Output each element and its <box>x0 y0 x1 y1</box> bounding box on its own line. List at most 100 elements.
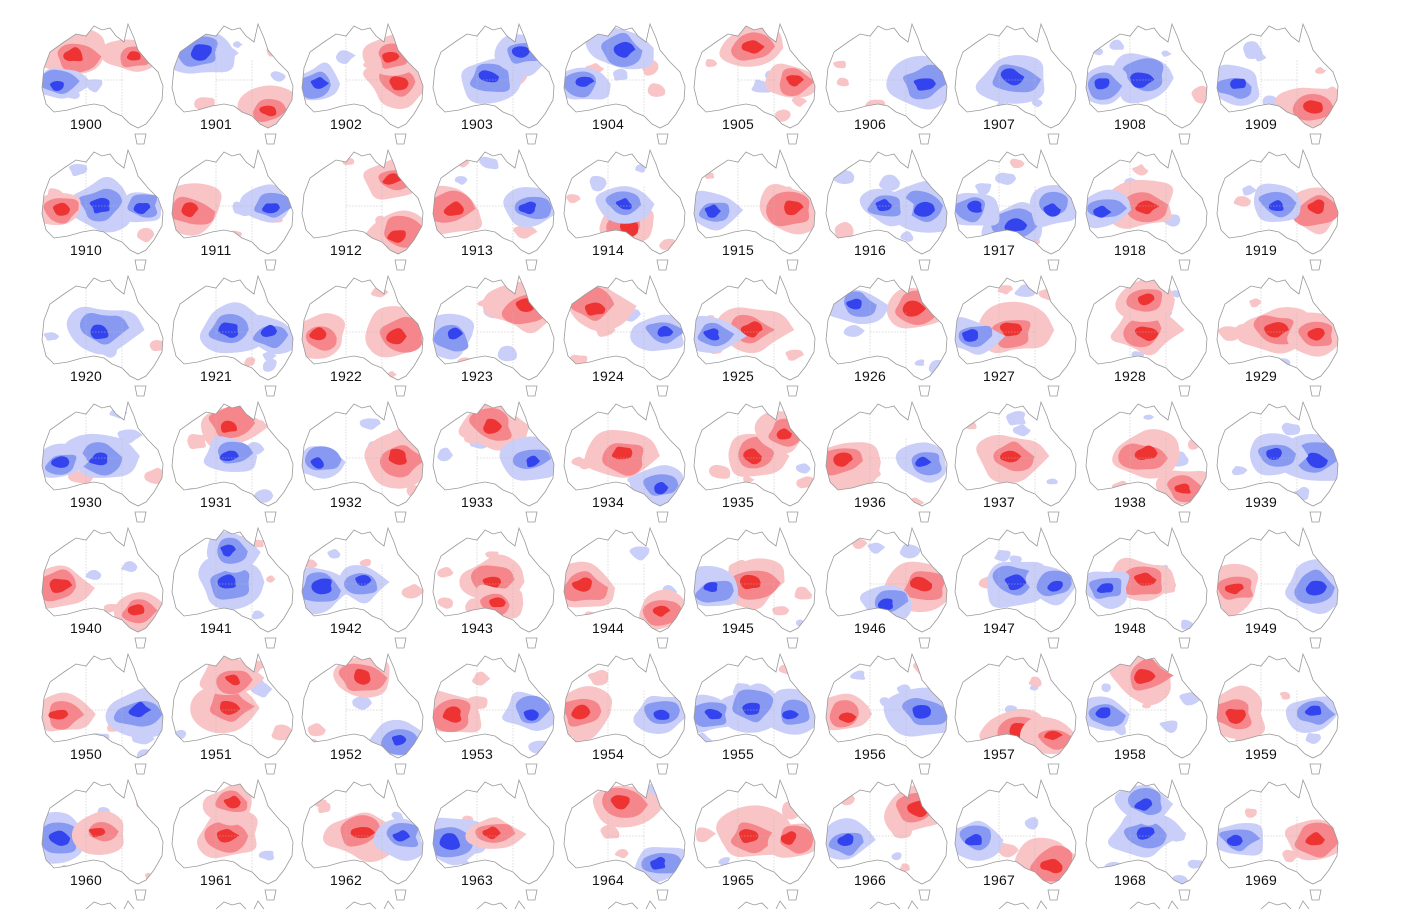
year-map-1943: 1943 <box>429 524 559 650</box>
australia-map-icon <box>693 274 816 397</box>
year-label: 1944 <box>592 620 624 636</box>
australia-map-icon <box>432 526 555 649</box>
year-label: 1954 <box>592 746 624 762</box>
year-label: 1942 <box>330 620 362 636</box>
year-map-1939: 1939 <box>1213 398 1343 524</box>
year-map-1940: 1940 <box>38 524 168 650</box>
australia-map-icon <box>825 400 948 523</box>
year-label: 1907 <box>983 116 1015 132</box>
australia-map-icon <box>1216 652 1339 775</box>
year-map-1906: 1906 <box>822 20 952 146</box>
year-map-1951: 1951 <box>168 650 298 776</box>
year-map-1920: 1920 <box>38 272 168 398</box>
year-map-1935: 1935 <box>690 398 820 524</box>
australia-map-icon <box>171 778 294 901</box>
year-label: 1952 <box>330 746 362 762</box>
year-map-1959: 1959 <box>1213 650 1343 776</box>
year-label: 1948 <box>1114 620 1146 636</box>
australia-map-icon <box>1085 778 1208 901</box>
partial-map-top <box>822 890 952 910</box>
australia-map-icon <box>563 148 686 271</box>
year-label: 1922 <box>330 368 362 384</box>
year-label: 1908 <box>1114 116 1146 132</box>
year-label: 1955 <box>722 746 754 762</box>
year-map-1908: 1908 <box>1082 20 1212 146</box>
year-label: 1903 <box>461 116 493 132</box>
year-map-1933: 1933 <box>429 398 559 524</box>
year-label: 1961 <box>200 872 232 888</box>
year-label: 1912 <box>330 242 362 258</box>
year-map-1962: 1962 <box>298 776 428 902</box>
year-label: 1902 <box>330 116 362 132</box>
year-map-1958: 1958 <box>1082 650 1212 776</box>
australia-map-icon <box>1216 274 1339 397</box>
year-label: 1964 <box>592 872 624 888</box>
australia-map-icon <box>954 526 1077 649</box>
year-map-1931: 1931 <box>168 398 298 524</box>
year-map-1918: 1918 <box>1082 146 1212 272</box>
year-label: 1901 <box>200 116 232 132</box>
year-map-1913: 1913 <box>429 146 559 272</box>
australia-map-icon <box>563 778 686 901</box>
year-map-1945: 1945 <box>690 524 820 650</box>
australia-map-icon <box>171 652 294 775</box>
australia-map-icon <box>301 400 424 523</box>
partial-map-top <box>298 890 428 910</box>
year-map-1926: 1926 <box>822 272 952 398</box>
year-map-1905: 1905 <box>690 20 820 146</box>
partial-map-top <box>690 890 820 910</box>
year-label: 1926 <box>854 368 886 384</box>
australia-map-icon <box>171 526 294 649</box>
year-label: 1953 <box>461 746 493 762</box>
year-label: 1966 <box>854 872 886 888</box>
year-map-1907: 1907 <box>951 20 1081 146</box>
australia-map-icon <box>693 22 816 145</box>
year-label: 1911 <box>200 242 232 258</box>
australia-map-icon <box>563 274 686 397</box>
year-label: 1956 <box>854 746 886 762</box>
australia-map-icon <box>1085 22 1208 145</box>
year-map-1950: 1950 <box>38 650 168 776</box>
year-map-1936: 1936 <box>822 398 952 524</box>
year-map-1901: 1901 <box>168 20 298 146</box>
partial-map-top <box>951 890 1081 910</box>
year-map-1968: 1968 <box>1082 776 1212 902</box>
year-label: 1920 <box>70 368 102 384</box>
australia-map-icon <box>41 274 164 397</box>
partial-map-top <box>1082 890 1212 910</box>
partial-map-top <box>1213 890 1343 910</box>
australia-map-icon <box>825 652 948 775</box>
australia-map-icon <box>825 274 948 397</box>
year-label: 1915 <box>722 242 754 258</box>
australia-map-icon <box>825 148 948 271</box>
year-map-1967: 1967 <box>951 776 1081 902</box>
australia-map-icon <box>954 274 1077 397</box>
year-map-1928: 1928 <box>1082 272 1212 398</box>
year-map-1949: 1949 <box>1213 524 1343 650</box>
year-label: 1916 <box>854 242 886 258</box>
year-map-1930: 1930 <box>38 398 168 524</box>
australia-map-icon <box>693 526 816 649</box>
year-map-1925: 1925 <box>690 272 820 398</box>
australia-map-icon <box>1216 22 1339 145</box>
australia-map-icon <box>171 22 294 145</box>
year-label: 1904 <box>592 116 624 132</box>
year-map-1942: 1942 <box>298 524 428 650</box>
year-label: 1906 <box>854 116 886 132</box>
year-map-1937: 1937 <box>951 398 1081 524</box>
year-map-1948: 1948 <box>1082 524 1212 650</box>
year-label: 1969 <box>1245 872 1277 888</box>
year-label: 1914 <box>592 242 624 258</box>
australia-map-icon <box>41 148 164 271</box>
australia-map-icon <box>171 400 294 523</box>
australia-map-icon <box>301 526 424 649</box>
year-map-1946: 1946 <box>822 524 952 650</box>
australia-map-icon <box>825 778 948 901</box>
year-map-1934: 1934 <box>560 398 690 524</box>
year-label: 1959 <box>1245 746 1277 762</box>
year-map-1953: 1953 <box>429 650 559 776</box>
australia-map-icon <box>563 400 686 523</box>
year-map-1900: 1900 <box>38 20 168 146</box>
year-label: 1934 <box>592 494 624 510</box>
